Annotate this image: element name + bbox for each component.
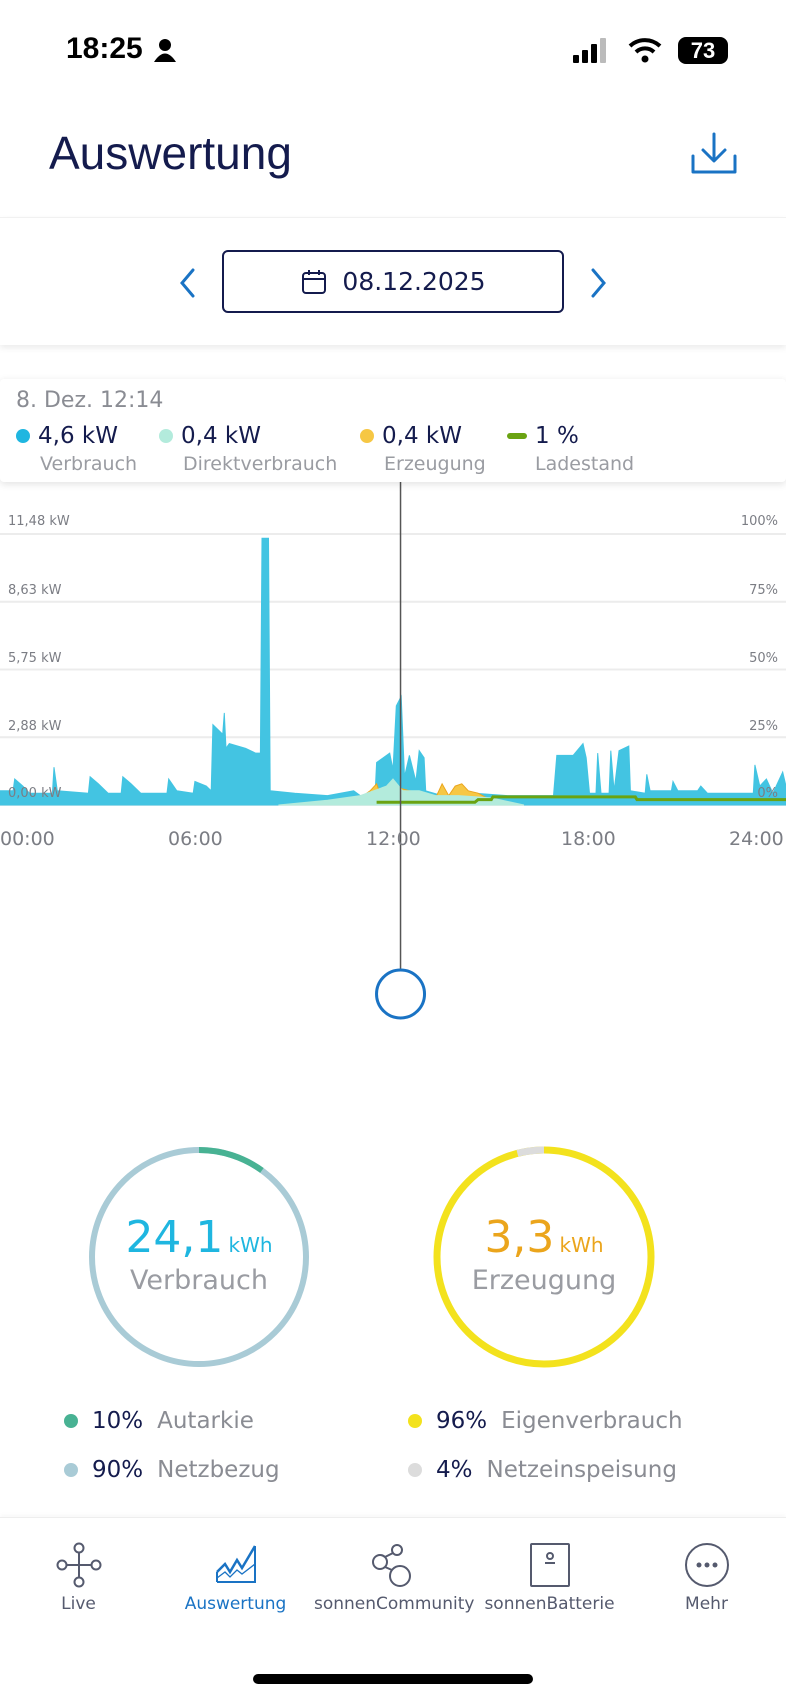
stat-label: Netzeinspeisung (486, 1457, 677, 1483)
generation-label: Erzeugung (471, 1265, 617, 1296)
nav-label: Mehr (685, 1594, 728, 1614)
x-tick: 12:00 (366, 828, 421, 850)
network-icon (56, 1542, 101, 1588)
stat-label: Netzbezug (157, 1457, 280, 1483)
y-left-tick: 11,48 kW (8, 514, 70, 529)
stat-netzbezug: 90% Netzbezug (64, 1457, 280, 1483)
stat-pct: 4% (436, 1457, 473, 1483)
home-indicator (253, 1674, 533, 1684)
y-right-tick: 25% (749, 719, 778, 734)
y-left-tick: 2,88 kW (8, 719, 62, 734)
consumption-label: Verbrauch (130, 1265, 268, 1296)
netzeinspeisung-dot-icon (408, 1463, 422, 1477)
tooltip-erzeugung: 0,4 kW Erzeugung (360, 423, 486, 475)
consumption-unit: kWh (228, 1233, 273, 1257)
stat-label: Eigenverbrauch (501, 1408, 683, 1434)
x-tick: 24:00 (729, 828, 784, 850)
y-right-tick: 0% (757, 786, 778, 801)
tooltip-label: Erzeugung (384, 453, 486, 475)
energy-chart[interactable] (0, 482, 786, 1022)
generation-gauge (433, 1146, 655, 1368)
wifi-icon (628, 38, 662, 63)
generation-summary: 3,3 kWh Erzeugung (432, 1212, 656, 1296)
signal-icon (573, 38, 606, 63)
tooltip-value: 0,4 kW (181, 423, 261, 449)
battery-indicator: 73 (678, 37, 728, 64)
battery-device-icon (529, 1543, 570, 1587)
generation-value: 3,3 (484, 1212, 555, 1263)
feed-in-arc (433, 1146, 655, 1368)
tooltip-label: Ladestand (535, 453, 635, 475)
chart-icon (215, 1545, 256, 1583)
nav-label: sonnenCommunity (314, 1594, 475, 1614)
selected-date: 08.12.2025 (342, 267, 486, 296)
stat-pct: 90% (92, 1457, 144, 1483)
consumption-gauge (89, 1147, 309, 1367)
autarkie-dot-icon (64, 1414, 78, 1428)
consumption-value: 24,1 (125, 1212, 224, 1263)
y-left-tick: 0,00 kW (8, 786, 62, 801)
tooltip-ladestand: 1 % Ladestand (507, 423, 634, 475)
y-left-tick: 5,75 kW (8, 651, 62, 666)
ladestand-line (376, 795, 786, 804)
date-picker-button[interactable]: 08.12.2025 (222, 250, 564, 313)
nav-mehr[interactable]: Mehr (628, 1542, 785, 1614)
stat-autarkie: 10% Autarkie (64, 1408, 254, 1434)
ladestand-line-icon (507, 433, 527, 439)
nav-sonnencommunity[interactable]: sonnenCommunity (314, 1542, 475, 1614)
x-tick: 06:00 (168, 828, 223, 850)
nav-auswertung[interactable]: Auswertung (157, 1542, 314, 1614)
status-time: 18:25 (66, 32, 143, 65)
tooltip-value: 4,6 kW (38, 423, 118, 449)
verbrauch-dot-icon (16, 429, 30, 443)
page-title: Auswertung (49, 127, 292, 179)
chevron-left-icon[interactable] (176, 267, 200, 299)
autarky-arc (89, 1147, 309, 1367)
date-navigation (0, 217, 786, 345)
bottom-navigation: Live Auswertung sonnenCommunity sonnenBa… (0, 1517, 786, 1700)
stat-label: Autarkie (157, 1408, 254, 1434)
tooltip-time: 8. Dez. 12:14 (16, 388, 164, 413)
stat-netzeinspeisung: 4% Netzeinspeisung (408, 1457, 677, 1483)
y-left-tick: 8,63 kW (8, 583, 62, 598)
tooltip-label: Verbrauch (40, 453, 138, 475)
calendar-icon (302, 269, 327, 294)
community-icon (371, 1544, 411, 1587)
nav-label: Auswertung (184, 1594, 287, 1614)
tooltip-label: Direktverbrauch (183, 453, 338, 475)
cursor-handle[interactable] (375, 968, 427, 1020)
nav-label: Live (61, 1594, 96, 1614)
y-right-tick: 50% (749, 651, 778, 666)
y-right-tick: 100% (740, 514, 778, 529)
download-icon[interactable] (689, 130, 739, 178)
x-tick: 00:00 (0, 828, 55, 850)
x-tick: 18:00 (561, 828, 616, 850)
verbrauch-area (0, 537, 786, 806)
person-icon (154, 39, 176, 62)
chevron-right-icon[interactable] (586, 267, 610, 299)
stat-pct: 96% (436, 1408, 488, 1434)
tooltip-verbrauch: 4,6 kW Verbrauch (16, 423, 137, 475)
direktverbrauch-dot-icon (159, 429, 173, 443)
erzeugung-dot-icon (360, 429, 374, 443)
stat-pct: 10% (92, 1408, 144, 1434)
tooltip-value: 1 % (535, 423, 579, 449)
nav-live[interactable]: Live (0, 1542, 157, 1614)
chart-tooltip: 8. Dez. 12:14 4,6 kW Verbrauch 0,4 kW Di… (0, 379, 786, 482)
eigenverbrauch-dot-icon (408, 1414, 422, 1428)
generation-unit: kWh (559, 1233, 604, 1257)
nav-sonnenbatterie[interactable]: sonnenBatterie (471, 1542, 628, 1614)
y-right-tick: 75% (749, 583, 778, 598)
tooltip-value: 0,4 kW (382, 423, 462, 449)
stat-eigenverbrauch: 96% Eigenverbrauch (408, 1408, 683, 1434)
more-icon (684, 1543, 729, 1587)
netzbezug-dot-icon (64, 1463, 78, 1477)
nav-label: sonnenBatterie (484, 1594, 615, 1614)
tooltip-direktverbrauch: 0,4 kW Direktverbrauch (159, 423, 337, 475)
consumption-summary: 24,1 kWh Verbrauch (87, 1212, 311, 1296)
